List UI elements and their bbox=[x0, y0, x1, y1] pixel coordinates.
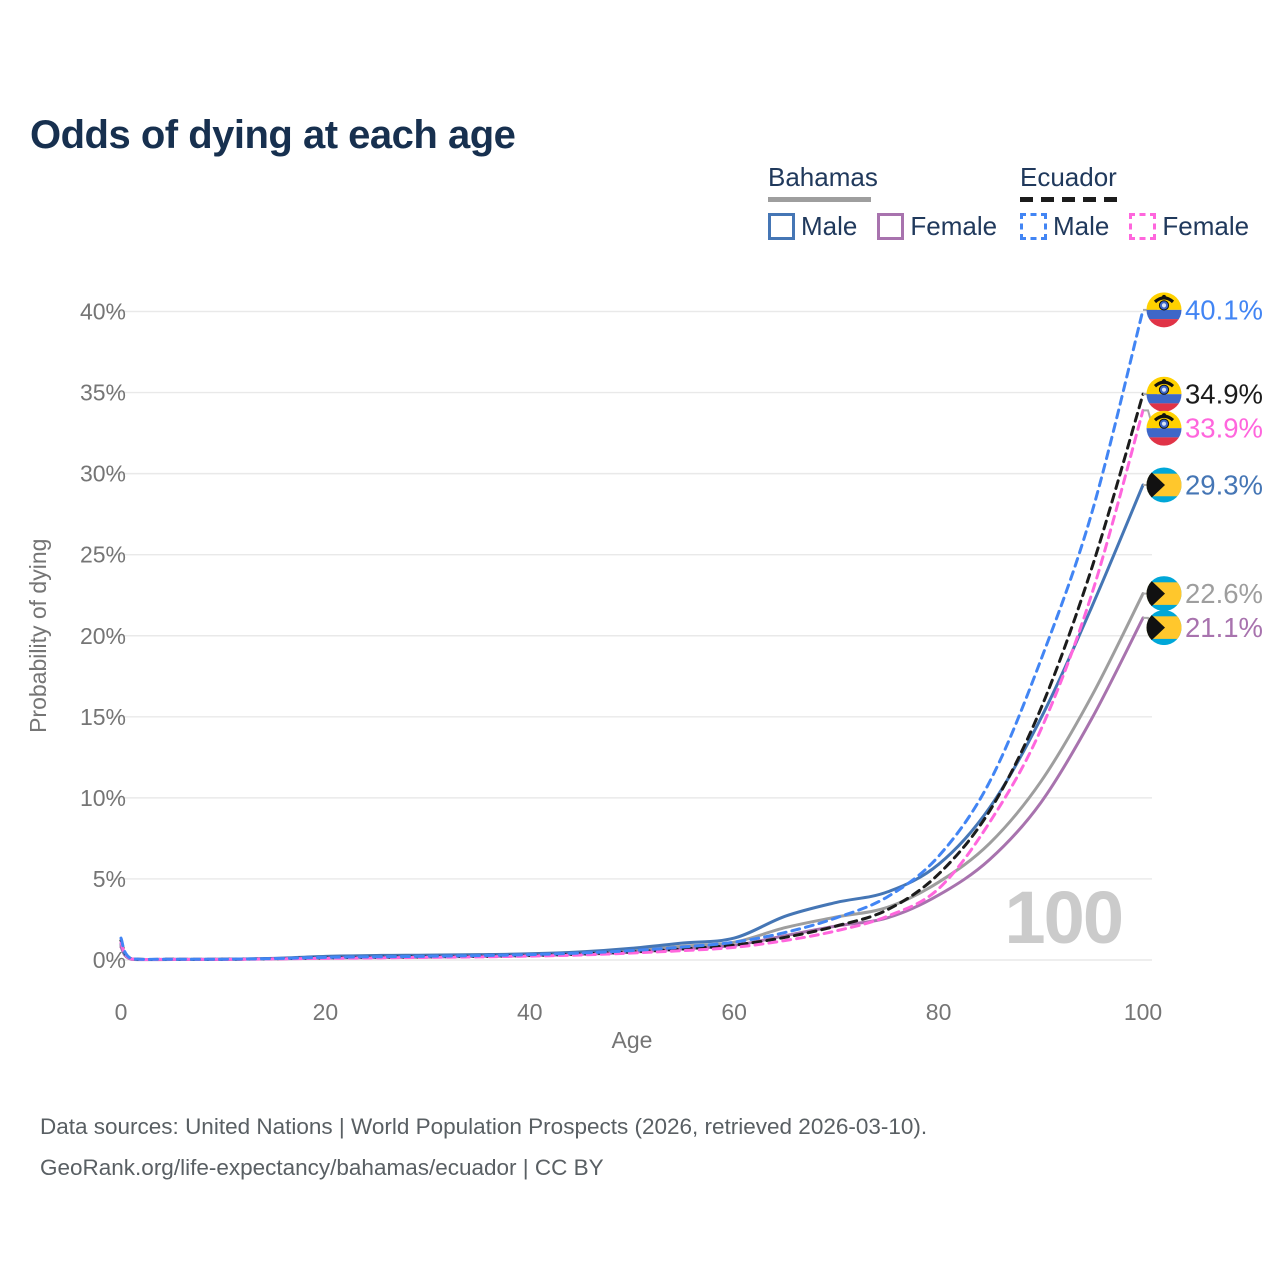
legend-swatch-ecuador-female[interactable] bbox=[1129, 213, 1157, 240]
legend-group-bahamas: Bahamas Male Female bbox=[768, 162, 1017, 242]
legend-label-ecuador-male[interactable]: Male bbox=[1053, 211, 1110, 241]
y-tick-label: 10% bbox=[80, 785, 126, 811]
data-source-line2: GeoRank.org/life-expectancy/bahamas/ecua… bbox=[40, 1155, 604, 1180]
end-value-label-ecuador-both: 34.9% bbox=[1185, 379, 1263, 410]
y-tick-label: 5% bbox=[93, 866, 126, 892]
legend-label-bahamas-male[interactable]: Male bbox=[801, 211, 858, 241]
end-value-label-ecuador-female: 33.9% bbox=[1185, 413, 1263, 444]
legend-group-ecuador: Ecuador Male Female bbox=[1020, 162, 1269, 242]
series-line-bahamas-female[interactable] bbox=[119, 616, 1145, 962]
series-line-ecuador-both[interactable] bbox=[119, 392, 1145, 961]
end-label-group-bahamas-female: 21.1% bbox=[1143, 610, 1263, 646]
series-line-ecuador-female[interactable] bbox=[119, 408, 1145, 962]
legend-country-bahamas[interactable]: Bahamas bbox=[768, 162, 878, 192]
flag-bahamas-icon bbox=[1146, 467, 1182, 503]
x-tick-label: 0 bbox=[115, 999, 128, 1025]
x-tick-label: 60 bbox=[721, 999, 747, 1025]
y-tick-label: 35% bbox=[80, 380, 126, 406]
end-value-label-bahamas-female: 21.1% bbox=[1185, 612, 1263, 643]
series-line-ecuador-male[interactable] bbox=[119, 308, 1145, 961]
x-tick-label: 100 bbox=[1124, 999, 1162, 1025]
x-axis-title: Age bbox=[612, 1027, 653, 1053]
legend-label-ecuador-female[interactable]: Female bbox=[1162, 211, 1250, 241]
y-tick-label: 15% bbox=[80, 704, 126, 730]
x-tick-label: 40 bbox=[517, 999, 543, 1025]
x-tick-label: 20 bbox=[313, 999, 339, 1025]
data-source-note: Data sources: United Nations | World Pop… bbox=[40, 1106, 927, 1188]
end-label-group-bahamas-both: 22.6% bbox=[1143, 576, 1263, 612]
legend-country-ecuador[interactable]: Ecuador bbox=[1020, 162, 1117, 192]
x-tick-label: 80 bbox=[926, 999, 952, 1025]
end-label-group-ecuador-both: 34.9% bbox=[1143, 376, 1263, 412]
series-line-bahamas-male[interactable] bbox=[119, 483, 1145, 962]
end-label-group-ecuador-male: 40.1% bbox=[1143, 292, 1263, 328]
y-tick-label: 30% bbox=[80, 461, 126, 487]
end-value-label-ecuador-male: 40.1% bbox=[1185, 294, 1263, 325]
end-value-label-bahamas-male: 29.3% bbox=[1185, 469, 1263, 500]
end-value-label-bahamas-both: 22.6% bbox=[1185, 578, 1263, 609]
y-tick-label: 40% bbox=[80, 299, 126, 325]
flag-bahamas-icon bbox=[1146, 576, 1182, 612]
end-label-group-bahamas-male: 29.3% bbox=[1143, 467, 1263, 503]
legend-swatch-bahamas-male[interactable] bbox=[768, 213, 795, 240]
end-label-group-ecuador-female: 33.9% bbox=[1143, 409, 1263, 446]
age-watermark: 100 bbox=[1005, 876, 1122, 959]
flag-ecuador-icon bbox=[1146, 292, 1182, 328]
legend-swatch-bahamas-female[interactable] bbox=[877, 213, 905, 240]
legend-line-sample-ecuador bbox=[1020, 197, 1117, 202]
series-line-bahamas-both[interactable] bbox=[119, 592, 1145, 962]
page-title: Odds of dying at each age bbox=[30, 112, 516, 157]
y-tick-label: 0% bbox=[93, 947, 126, 973]
flag-ecuador-icon bbox=[1146, 410, 1182, 446]
y-tick-label: 25% bbox=[80, 542, 126, 568]
y-axis-title: Probability of dying bbox=[25, 539, 51, 733]
y-tick-label: 20% bbox=[80, 623, 126, 649]
legend-line-sample-bahamas bbox=[768, 197, 871, 202]
flag-ecuador-icon bbox=[1146, 376, 1182, 412]
flag-bahamas-icon bbox=[1146, 610, 1182, 646]
legend-label-bahamas-female[interactable]: Female bbox=[910, 211, 998, 241]
legend-swatch-ecuador-male[interactable] bbox=[1020, 213, 1047, 240]
data-source-line1: Data sources: United Nations | World Pop… bbox=[40, 1114, 928, 1139]
